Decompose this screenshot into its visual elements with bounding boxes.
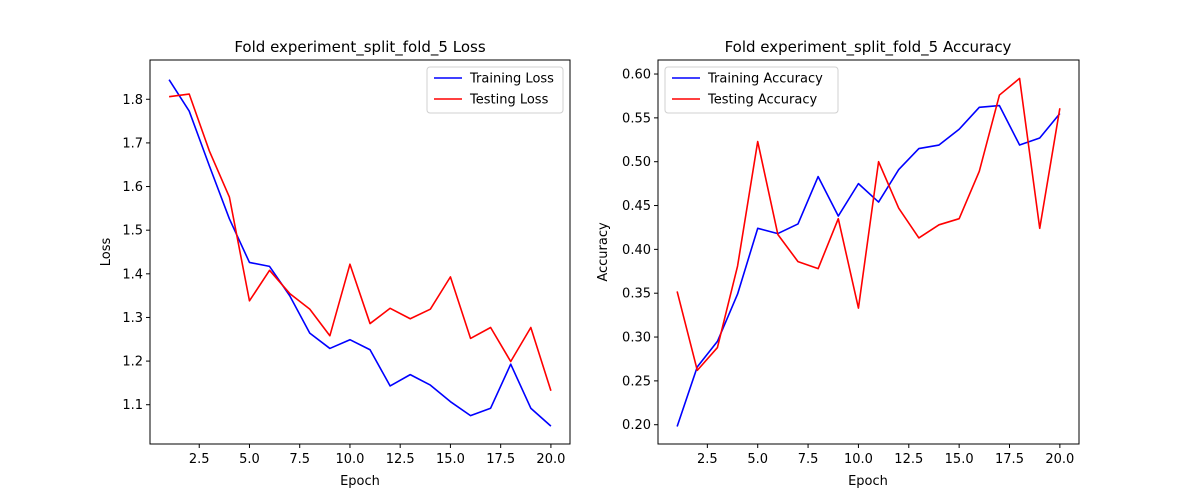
loss-chart-ytick-label: 1.7 (122, 136, 143, 151)
loss-chart-xtick-label: 12.5 (386, 452, 415, 467)
accuracy-chart-xtick-label: 17.5 (995, 452, 1024, 467)
loss-chart: Fold experiment_split_fold_5 Loss 2.5 5.0… (99, 38, 571, 489)
loss-chart-legend: Training Loss Testing Loss (426, 66, 564, 114)
accuracy-chart-ytick-label: 0.60 (622, 68, 651, 83)
accuracy-chart-ytick-label: 0.40 (622, 243, 651, 258)
accuracy-chart-ylabel: Accuracy (596, 222, 611, 282)
loss-chart-ytick-label: 1.6 (122, 180, 143, 195)
accuracy-chart-title: Fold experiment_split_fold_5 Accuracy (725, 38, 1012, 57)
accuracy-chart-legend-entry: Testing Accuracy (707, 93, 817, 108)
loss-chart-xlabel: Epoch (340, 474, 380, 489)
accuracy-chart-ytick-label: 0.50 (622, 155, 651, 170)
loss-chart-legend-entry: Training Loss (469, 72, 554, 87)
loss-chart-ytick-label: 1.5 (122, 224, 143, 239)
accuracy-chart-series-testing-accuracy (676, 77, 1061, 372)
accuracy-chart-frame (657, 59, 1080, 445)
accuracy-chart-ytick-label: 0.35 (622, 287, 651, 302)
loss-chart-lines (168, 79, 552, 427)
loss-chart-xtick-label: 17.5 (486, 452, 515, 467)
accuracy-chart-xtick-label: 10.0 (844, 452, 873, 467)
loss-chart-xtick-label: 2.5 (189, 452, 210, 467)
accuracy-chart-xtick-label: 5.0 (747, 452, 768, 467)
accuracy-chart-xlabel: Epoch (848, 474, 888, 489)
loss-chart-ylabel: Loss (99, 238, 114, 267)
loss-chart-xtick-label: 15.0 (436, 452, 465, 467)
loss-chart-ytick-label: 1.4 (122, 267, 143, 282)
loss-chart-series-training-loss (168, 79, 552, 427)
accuracy-chart: Fold experiment_split_fold_5 Accuracy 2.… (596, 38, 1080, 489)
loss-chart-title: Fold experiment_split_fold_5 Loss (234, 38, 485, 57)
loss-chart-legend-entry: Testing Loss (469, 93, 549, 108)
accuracy-chart-legend-box (664, 66, 839, 114)
accuracy-chart-ticks: 2.5 5.0 7.5 10.0 12.5 15.0 17.5 20.0 0.20 0.25 0.3… (622, 68, 1074, 467)
loss-chart-series-testing-loss (168, 93, 552, 392)
loss-chart-frame (149, 59, 571, 445)
accuracy-chart-xtick-label: 20.0 (1045, 452, 1074, 467)
accuracy-chart-xtick-label: 7.5 (798, 452, 819, 467)
accuracy-chart-xtick-label: 12.5 (894, 452, 923, 467)
accuracy-chart-legend: Training Accuracy Testing Accuracy (664, 66, 839, 114)
loss-chart-ytick-label: 1.3 (122, 311, 143, 326)
loss-chart-xtick-label: 7.5 (289, 452, 310, 467)
accuracy-chart-ytick-label: 0.55 (622, 111, 651, 126)
accuracy-chart-xtick-label: 15.0 (945, 452, 974, 467)
accuracy-chart-lines (676, 77, 1061, 427)
accuracy-chart-ytick-label: 0.30 (622, 331, 651, 346)
loss-chart-ticks: 2.5 5.0 7.5 10.0 12.5 15.0 17.5 20.0 1.1 1.2 1.3 1.… (122, 93, 565, 467)
accuracy-chart-ytick-label: 0.25 (622, 374, 651, 389)
loss-chart-ytick-label: 1.8 (122, 93, 143, 108)
loss-chart-xtick-label: 20.0 (536, 452, 565, 467)
loss-chart-xtick-label: 10.0 (335, 452, 364, 467)
loss-chart-ytick-label: 1.2 (122, 355, 143, 370)
accuracy-chart-legend-entry: Training Accuracy (707, 72, 823, 87)
accuracy-chart-xtick-label: 2.5 (697, 452, 718, 467)
loss-chart-ytick-label: 1.1 (122, 398, 143, 413)
loss-chart-xtick-label: 5.0 (239, 452, 260, 467)
accuracy-chart-ytick-label: 0.45 (622, 199, 651, 214)
accuracy-chart-ytick-label: 0.20 (622, 418, 651, 433)
